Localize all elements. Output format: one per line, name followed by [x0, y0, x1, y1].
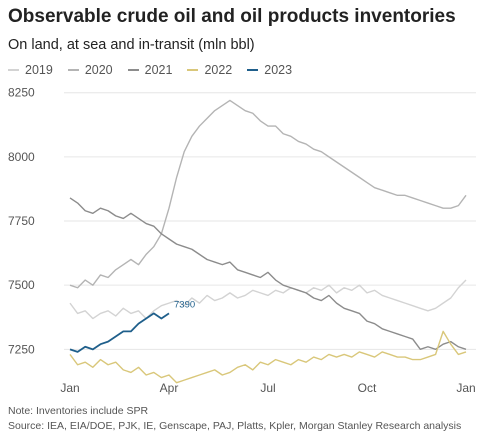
footnote: Note: Inventories include SPR	[8, 405, 149, 417]
source-note: Source: IEA, EIA/DOE, PJK, IE, Genscape,…	[8, 420, 462, 432]
y-tick-label-8250: 8250	[8, 86, 35, 100]
legend-item-2022: 2022	[187, 63, 232, 77]
series-line-2023	[69, 312, 170, 353]
x-tick-label-jul-2: Jul	[260, 381, 275, 395]
x-tick-label-oct-3: Oct	[358, 381, 377, 395]
chart-title: Observable crude oil and oil products in…	[8, 6, 456, 27]
legend-label-2020: 2020	[84, 63, 113, 77]
legend-label-2022: 2022	[204, 63, 233, 77]
series-line-2021	[69, 197, 467, 351]
legend-label-2021: 2021	[144, 63, 173, 77]
series-line-2019	[69, 279, 467, 320]
legend-swatch-2021	[127, 69, 139, 71]
legend-swatch-2019	[8, 69, 19, 71]
legend-item-2023: 2023	[247, 63, 292, 77]
annotation-2023-last-value: 7390	[174, 299, 195, 310]
legend-label-2023: 2023	[264, 63, 293, 77]
legend-item-2020: 2020	[67, 63, 113, 77]
legend-swatch-2023	[247, 69, 259, 71]
x-tick-label-jan-4: Jan	[456, 381, 475, 395]
legend-swatch-2020	[67, 69, 79, 71]
y-tick-label-7250: 7250	[8, 342, 35, 356]
x-tick-label-jan-0: Jan	[60, 381, 79, 395]
x-tick-label-apr-1: Apr	[160, 381, 179, 395]
series-line-2022	[69, 330, 467, 384]
legend-swatch-2022	[187, 69, 199, 71]
legend-item-2021: 2021	[127, 63, 173, 77]
y-tick-label-8000: 8000	[8, 150, 35, 164]
series-line-2020	[69, 99, 467, 289]
chart-subtitle: On land, at sea and in-transit (mln bbl)	[8, 37, 255, 53]
y-tick-label-7750: 7750	[8, 214, 35, 228]
legend: 2019 2020 2021 2022 2023	[8, 63, 307, 77]
y-tick-label-7500: 7500	[8, 278, 35, 292]
legend-label-2019: 2019	[25, 63, 53, 77]
legend-item-2019: 2019	[8, 63, 53, 77]
